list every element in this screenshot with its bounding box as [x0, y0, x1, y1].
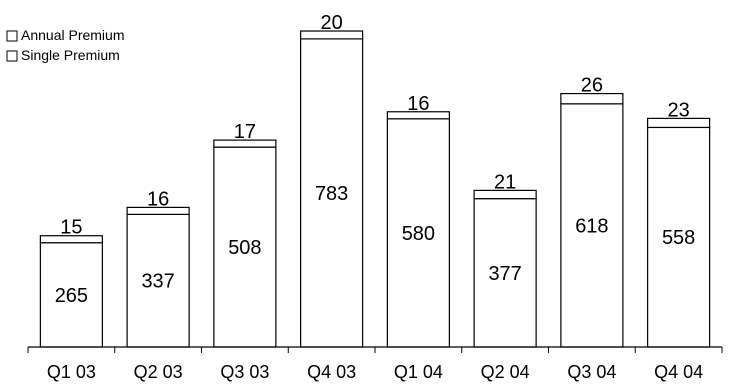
x-tick-label-q1-03: Q1 03 [47, 362, 96, 382]
x-axis-ticks: Q1 03 Q2 03 Q3 03 Q4 03 Q1 04 Q2 04 Q3 04 Q4 04 [27, 347, 723, 382]
bar-annual-premium-q3-04 [560, 92, 624, 105]
bar-single-premium-q1-03 [39, 242, 103, 348]
bar-single-premium-q3-04 [560, 103, 624, 348]
data-label-annual-premium-q2-04: 21 [494, 171, 516, 193]
x-tick-label-q3-04: Q3 04 [567, 362, 616, 382]
bar-annual-premium-q1-04 [386, 111, 450, 120]
data-label-single-premium-q3-04: 618 [575, 215, 608, 237]
data-label-single-premium-q4-04: 558 [662, 227, 695, 249]
data-label-annual-premium-q4-03: 20 [321, 12, 343, 34]
bars-group: 265 15 337 16 508 17 783 20 580 16 377 21 618 26 558 23 [39, 12, 711, 348]
data-label-annual-premium-q4-04: 23 [668, 99, 690, 121]
bar-annual-premium-q4-04 [647, 117, 711, 129]
bar-annual-premium-q2-03 [126, 206, 190, 215]
data-label-single-premium-q2-03: 337 [141, 271, 174, 293]
bar-annual-premium-q2-04 [473, 189, 537, 200]
bar-single-premium-q1-04 [386, 118, 450, 348]
data-label-annual-premium-q3-03: 17 [234, 121, 256, 143]
bar-annual-premium-q1-03 [39, 235, 103, 244]
legend-label-annual-premium: Annual Premium [21, 27, 125, 43]
bar-single-premium-q3-03 [213, 146, 277, 348]
x-tick-label-q4-04: Q4 04 [654, 362, 703, 382]
legend-swatch-annual-premium [6, 30, 18, 42]
data-label-single-premium-q1-04: 580 [402, 223, 435, 245]
x-tick-label-q1-04: Q1 04 [394, 362, 443, 382]
legend-label-single-premium: Single Premium [21, 47, 120, 63]
data-label-single-premium-q4-03: 783 [315, 183, 348, 205]
data-label-single-premium-q3-03: 508 [228, 237, 261, 259]
x-tick-label-q3-03: Q3 03 [220, 362, 269, 382]
data-label-annual-premium-q2-03: 16 [147, 188, 169, 210]
x-tick-label-q4-03: Q4 03 [307, 362, 356, 382]
data-label-annual-premium-q3-04: 26 [581, 75, 603, 97]
data-label-annual-premium-q1-03: 15 [60, 217, 82, 239]
bar-single-premium-q2-04 [473, 198, 537, 348]
data-label-single-premium-q2-04: 377 [488, 263, 521, 285]
x-tick-label-q2-03: Q2 03 [134, 362, 183, 382]
legend: Annual Premium Single Premium [6, 27, 125, 63]
x-tick-label-q2-04: Q2 04 [481, 362, 530, 382]
bar-annual-premium-q3-03 [213, 139, 277, 148]
bar-annual-premium-q4-03 [300, 30, 364, 40]
legend-swatch-single-premium [6, 50, 18, 62]
data-label-single-premium-q1-03: 265 [55, 285, 88, 307]
data-label-annual-premium-q1-04: 16 [407, 93, 429, 115]
